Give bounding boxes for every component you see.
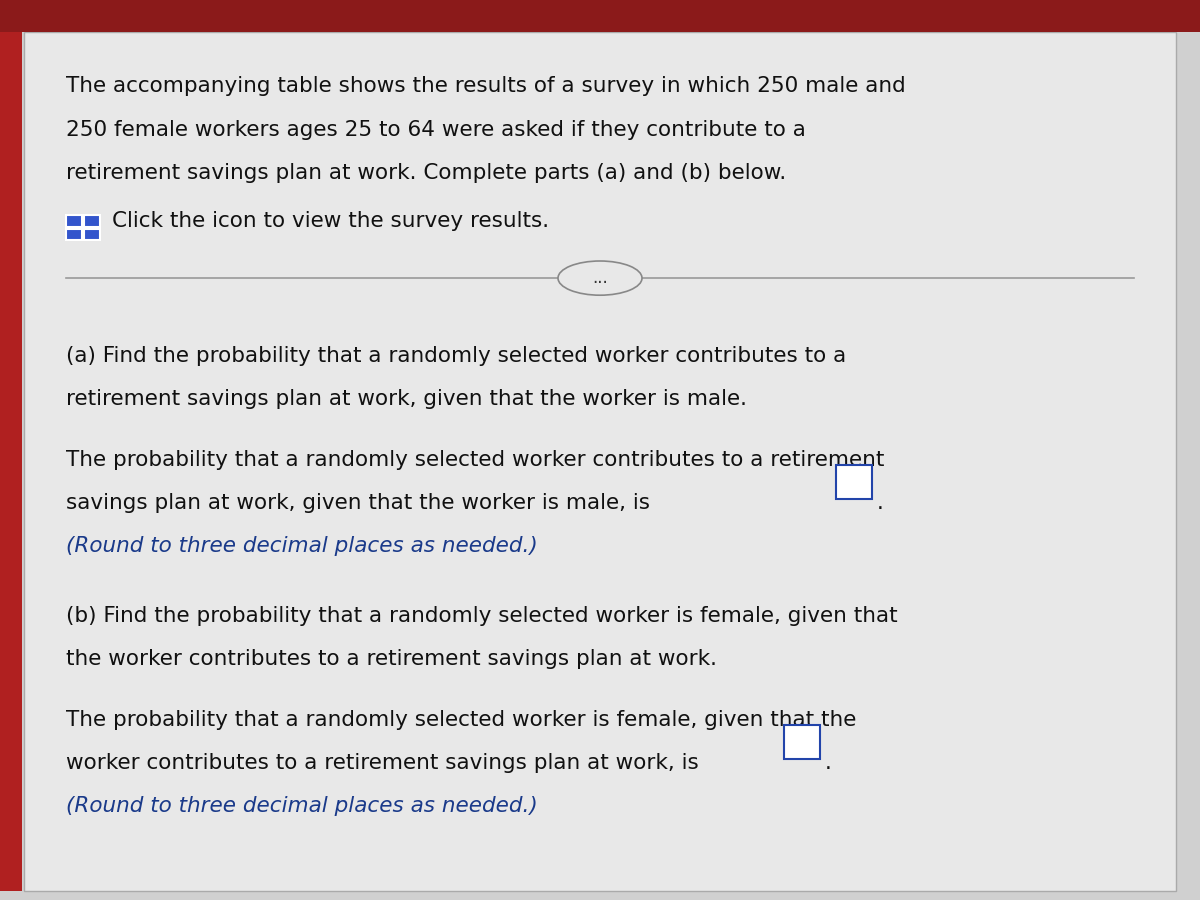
Text: .: . [824, 753, 832, 773]
Text: savings plan at work, given that the worker is male, is: savings plan at work, given that the wor… [66, 493, 650, 513]
Text: The probability that a randomly selected worker contributes to a retirement: The probability that a randomly selected… [66, 450, 884, 470]
FancyBboxPatch shape [84, 229, 100, 240]
FancyBboxPatch shape [66, 215, 82, 227]
FancyBboxPatch shape [0, 0, 1200, 32]
Text: retirement savings plan at work. Complete parts (a) and (b) below.: retirement savings plan at work. Complet… [66, 163, 786, 183]
Bar [836, 465, 872, 500]
Text: (Round to three decimal places as needed.): (Round to three decimal places as needed… [66, 536, 538, 556]
Ellipse shape [558, 261, 642, 295]
FancyBboxPatch shape [84, 215, 100, 227]
FancyBboxPatch shape [66, 229, 82, 240]
Text: 250 female workers ages 25 to 64 were asked if they contribute to a: 250 female workers ages 25 to 64 were as… [66, 120, 806, 140]
Text: .: . [877, 493, 884, 513]
Text: The probability that a randomly selected worker is female, given that the: The probability that a randomly selected… [66, 710, 857, 730]
Text: ...: ... [592, 269, 608, 287]
FancyBboxPatch shape [0, 32, 22, 891]
Text: the worker contributes to a retirement savings plan at work.: the worker contributes to a retirement s… [66, 649, 718, 669]
FancyBboxPatch shape [24, 32, 1176, 891]
Bar [784, 725, 820, 760]
Text: The accompanying table shows the results of a survey in which 250 male and: The accompanying table shows the results… [66, 76, 906, 96]
Text: retirement savings plan at work, given that the worker is male.: retirement savings plan at work, given t… [66, 389, 746, 409]
Text: worker contributes to a retirement savings plan at work, is: worker contributes to a retirement savin… [66, 753, 698, 773]
Text: (a) Find the probability that a randomly selected worker contributes to a: (a) Find the probability that a randomly… [66, 346, 846, 365]
Text: (Round to three decimal places as needed.): (Round to three decimal places as needed… [66, 796, 538, 816]
Text: Click the icon to view the survey results.: Click the icon to view the survey result… [112, 211, 548, 230]
Text: (b) Find the probability that a randomly selected worker is female, given that: (b) Find the probability that a randomly… [66, 606, 898, 626]
